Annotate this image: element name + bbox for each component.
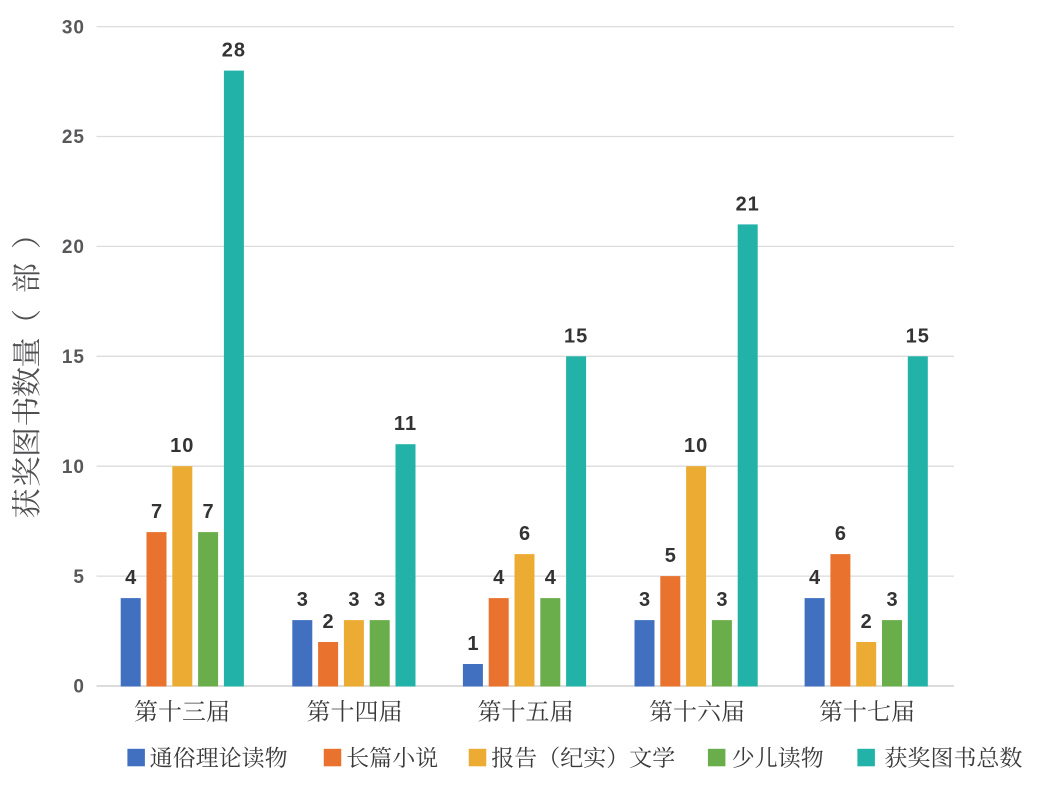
svg-text:4: 4	[125, 567, 137, 589]
svg-text:15: 15	[62, 347, 85, 368]
svg-text:3: 3	[348, 589, 359, 611]
svg-text:5: 5	[665, 545, 676, 567]
svg-text:2: 2	[323, 611, 334, 633]
svg-text:30: 30	[62, 17, 85, 38]
svg-text:3: 3	[639, 589, 650, 611]
svg-text:5: 5	[73, 567, 85, 588]
svg-text:4: 4	[545, 567, 557, 589]
svg-text:20: 20	[62, 237, 85, 258]
svg-text:11: 11	[394, 413, 417, 435]
svg-text:21: 21	[736, 193, 760, 215]
svg-text:10: 10	[170, 435, 194, 457]
svg-text:4: 4	[493, 567, 505, 589]
svg-text:3: 3	[886, 589, 897, 611]
svg-text:10: 10	[62, 457, 85, 478]
svg-text:7: 7	[151, 501, 162, 523]
svg-text:15: 15	[564, 325, 588, 347]
svg-text:3: 3	[716, 589, 727, 611]
svg-text:10: 10	[684, 435, 708, 457]
svg-text:4: 4	[809, 567, 821, 589]
svg-text:3: 3	[374, 589, 385, 611]
svg-text:7: 7	[203, 501, 214, 523]
svg-text:6: 6	[519, 523, 530, 545]
svg-text:1: 1	[467, 633, 478, 655]
svg-text:15: 15	[906, 325, 930, 347]
svg-text:28: 28	[222, 40, 246, 62]
svg-text:2: 2	[861, 611, 872, 633]
svg-text:6: 6	[835, 523, 846, 545]
svg-text:25: 25	[62, 127, 85, 148]
svg-text:0: 0	[73, 677, 85, 698]
svg-text:3: 3	[297, 589, 308, 611]
